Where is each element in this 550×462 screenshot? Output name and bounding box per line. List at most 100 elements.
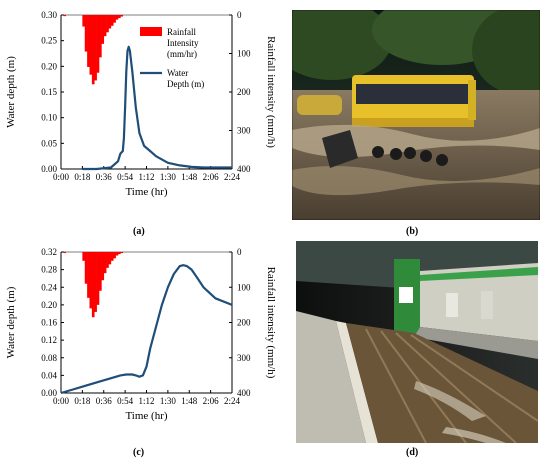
y2-tick-label: 400 [237, 164, 251, 174]
x-tick-label: 2:24 [224, 396, 241, 406]
x-tick-label: 1:30 [160, 172, 177, 182]
rainfall-bar [113, 252, 116, 259]
x-tick-label: 1:48 [181, 396, 198, 406]
y2-tick-label: 300 [237, 353, 251, 363]
y2-axis-label: Rainfall intensity (mm/h) [265, 36, 277, 148]
rainfall-bar [101, 15, 105, 44]
legend-depth-line2: Depth (m) [167, 79, 204, 89]
flooded-street-image [292, 10, 540, 220]
y-tick-label: 0.16 [41, 318, 57, 328]
caption-c: (c) [133, 447, 145, 458]
y-tick-label: 0.20 [41, 300, 57, 310]
y-tick-label: 0.25 [41, 36, 57, 46]
rainfall-bar [94, 252, 97, 312]
rainfall-bar [106, 15, 109, 33]
x-tick-label: 1:12 [138, 172, 154, 182]
y-tick-label: 0.10 [41, 113, 57, 123]
x-tick-label: 0:54 [117, 396, 134, 406]
rainfall-bar [96, 252, 100, 305]
bus [352, 75, 476, 127]
y2-tick-label: 0 [237, 10, 242, 20]
rainfall-bar [63, 252, 67, 254]
rainfall-bar [115, 15, 119, 20]
caption-d: (d) [406, 447, 419, 458]
water-depth-line [60, 264, 233, 395]
rainfall-bar [110, 252, 114, 261]
rainfall-bar [118, 15, 121, 19]
x-tick-label: 0:54 [117, 172, 134, 182]
legend-rain-label: Rainfall Intensity (mm/hr) [167, 27, 199, 59]
rainfall-bar [115, 252, 119, 256]
rainfall-bar [87, 15, 90, 67]
rainfall-bar [91, 252, 95, 318]
rainfall-bar [103, 15, 107, 37]
rainfall-bar [87, 252, 90, 298]
x-tick-label: 0:36 [96, 396, 113, 406]
rainfall-bar [118, 252, 121, 255]
y2-tick-label: 300 [237, 126, 251, 136]
x-tick-label: 0:18 [74, 172, 91, 182]
flooded-subway-image [296, 241, 538, 443]
rainfall-bar [99, 252, 102, 291]
x-tick-label: 1:30 [160, 396, 177, 406]
y-tick-label: 0.00 [41, 164, 57, 174]
x-tick-label: 0:00 [53, 172, 70, 182]
rainfall-bar [101, 252, 105, 281]
caption-b: (b) [406, 226, 419, 237]
x-tick-label: 2:06 [203, 172, 220, 182]
x-tick-label: 0:36 [96, 172, 113, 182]
y-tick-label: 0.00 [41, 388, 57, 398]
x-tick-label: 0:00 [53, 396, 70, 406]
y-tick-label: 0.24 [41, 282, 57, 292]
caption-a: (a) [133, 226, 145, 237]
y2-tick-label: 100 [237, 282, 251, 292]
rainfall-bar [96, 15, 100, 73]
rainfall-bar [120, 252, 124, 254]
y-axis-label: Water depth (m) [5, 286, 17, 358]
y-tick-label: 0.05 [41, 138, 57, 148]
x-tick-label: 2:24 [224, 172, 241, 182]
y-tick-label: 0.04 [41, 370, 57, 380]
photo-flooded-subway [296, 241, 538, 443]
x-tick-label: 1:12 [138, 396, 154, 406]
legend-rain-swatch [140, 27, 162, 36]
rainfall-bar [103, 252, 107, 274]
y-tick-label: 0.15 [41, 87, 57, 97]
rainfall-bar [110, 15, 114, 26]
rainfall-bar [84, 15, 88, 52]
x-axis-label: Time (hr) [125, 186, 167, 198]
rainfall-bar [113, 15, 116, 23]
rainfall-bar [94, 15, 97, 81]
y2-tick-label: 100 [237, 49, 251, 59]
legend-rain-line2: Intensity [167, 38, 199, 48]
water-depth-line [82, 45, 232, 171]
y2-tick-label: 0 [237, 247, 242, 257]
y2-axis-label: Rainfall intensity (mm/h) [265, 267, 277, 379]
y2-tick-label: 200 [237, 87, 251, 97]
rainfall-bar [84, 252, 88, 284]
photo-flooded-street [292, 10, 540, 220]
chart-a: 0:00 0:18 0:36 0:54 1:12 1:30 1:48 2:06 2:24 0.00… [5, 10, 277, 198]
rainfall-bar [89, 252, 93, 309]
x-tick-label: 0:18 [74, 396, 91, 406]
x-tick-label: 1:48 [181, 172, 198, 182]
rainfall-bar [63, 15, 67, 17]
rainfall-bar [91, 15, 95, 85]
x-axis-label: Time (hr) [125, 410, 167, 422]
rainfall-bar [99, 15, 102, 58]
y-tick-label: 0.12 [41, 335, 57, 345]
legend-depth-line1: Water [167, 68, 188, 78]
y2-tick-label: 400 [237, 388, 251, 398]
y-tick-label: 0.32 [41, 247, 57, 257]
rainfall-bar [120, 15, 124, 17]
rainfall-bar [82, 252, 86, 261]
chart-c: 0:00 0:18 0:36 0:54 1:12 1:30 1:48 2:06 2:24 0.00… [5, 247, 277, 422]
legend-rain-line3: (mm/hr) [167, 49, 197, 59]
rainfall-bar [108, 15, 112, 29]
rainfall-bar [89, 15, 93, 75]
rainfall-bar [108, 252, 112, 265]
y-tick-label: 0.08 [41, 353, 57, 363]
x-tick-label: 2:06 [203, 396, 220, 406]
y-axis-label: Water depth (m) [5, 56, 17, 128]
y2-tick-label: 200 [237, 318, 251, 328]
